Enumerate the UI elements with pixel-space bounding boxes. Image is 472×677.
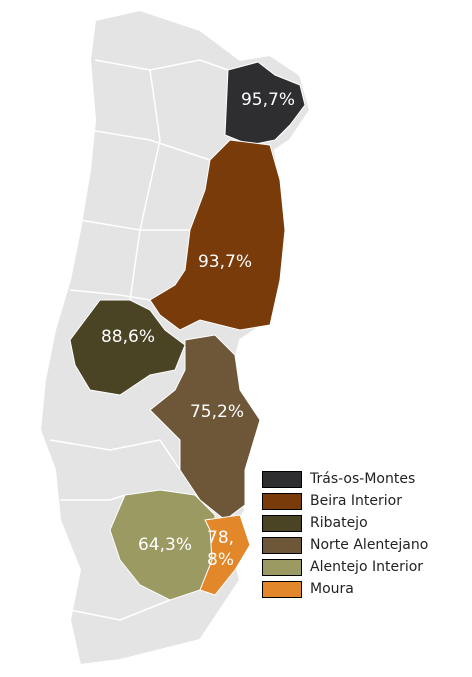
legend-item: Alentejo Interior xyxy=(262,556,468,578)
legend-item: Moura xyxy=(262,578,468,600)
legend-label: Alentejo Interior xyxy=(310,559,424,575)
value-label: 75,2% xyxy=(189,402,245,422)
legend-label: Beira Interior xyxy=(310,493,402,509)
legend-swatch xyxy=(262,580,302,598)
region-shape xyxy=(149,334,261,521)
legend-swatch xyxy=(262,492,302,510)
legend-item: Beira Interior xyxy=(262,490,468,512)
value-label: 64,3% xyxy=(137,535,193,555)
region-shape xyxy=(199,514,251,596)
region-shape xyxy=(69,299,186,396)
legend-swatch xyxy=(262,558,302,576)
legend-label: Moura xyxy=(310,581,354,597)
district-lines xyxy=(49,59,229,621)
legend-swatch xyxy=(262,470,302,488)
legend-label: Norte Alentejano xyxy=(310,537,429,553)
legend-item: Ribatejo xyxy=(262,512,468,534)
legend-label: Ribatejo xyxy=(310,515,368,531)
region-shape xyxy=(149,139,286,331)
regions xyxy=(69,61,306,601)
value-label: 95,7% xyxy=(240,90,296,110)
region-shape xyxy=(224,61,306,146)
value-label: 88,6% xyxy=(100,327,156,347)
legend-item: Trás-os-Montes xyxy=(262,468,468,490)
legend: Trás-os-Montes Beira Interior Ribatejo Nort… xyxy=(262,468,468,600)
legend-swatch xyxy=(262,514,302,532)
value-label: 93,7% xyxy=(197,252,253,272)
value-label: 78,8% xyxy=(207,527,235,570)
legend-label: Trás-os-Montes xyxy=(310,471,416,487)
legend-swatch xyxy=(262,536,302,554)
legend-item: Norte Alentejano xyxy=(262,534,468,556)
